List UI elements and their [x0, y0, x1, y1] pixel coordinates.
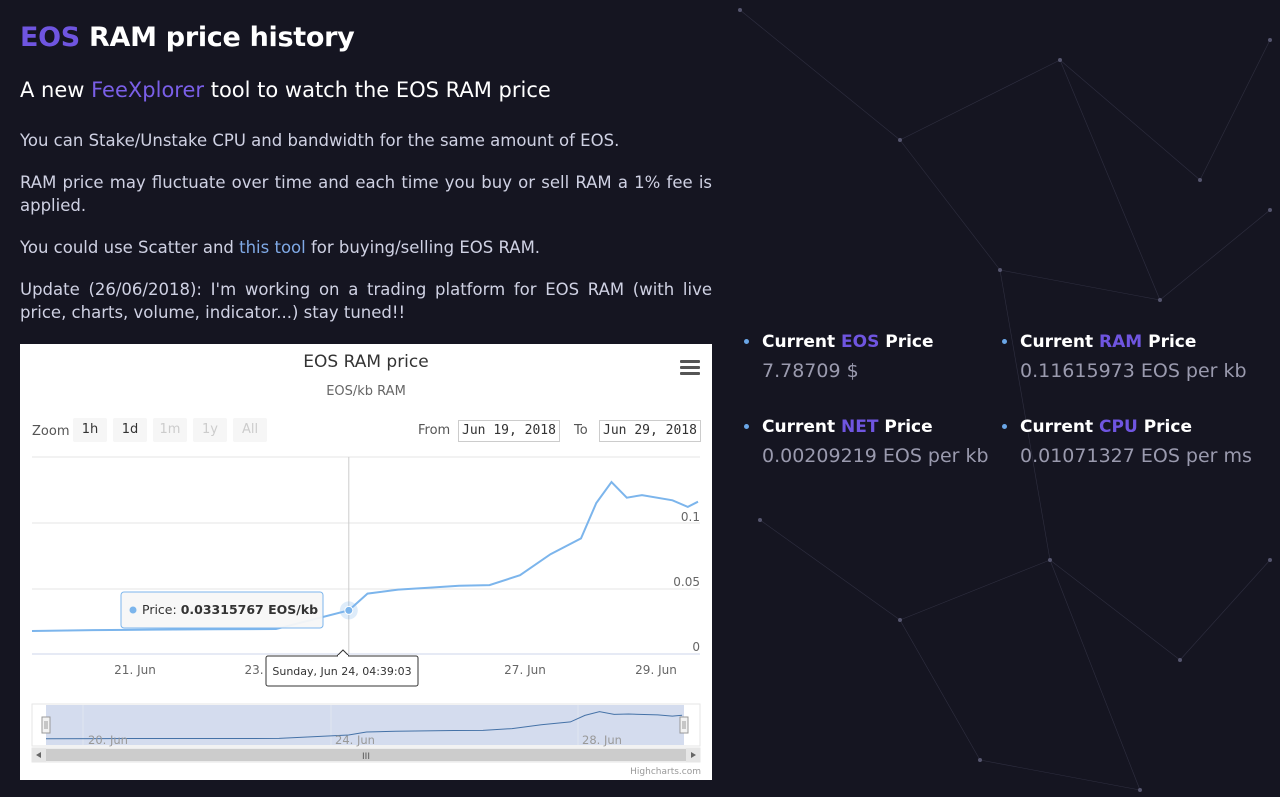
- paragraph-fee: RAM price may fluctuate over time and ea…: [20, 173, 712, 215]
- navigator-tick-label: 20. Jun: [88, 733, 128, 747]
- stat-ram-price: Current RAM Price 0.11615973 EOS per kb: [1002, 332, 1247, 382]
- y-tick-label: 0.05: [673, 575, 700, 589]
- navigator-tick-label: 28. Jun: [582, 733, 622, 747]
- feexplorer-link[interactable]: FeeXplorer: [91, 78, 205, 102]
- scrollbar[interactable]: III: [31, 747, 701, 763]
- range-button-all[interactable]: All: [233, 418, 267, 442]
- chart-title: EOS RAM price: [303, 352, 429, 372]
- from-label: From: [418, 423, 451, 438]
- stat-value: 0.11615973 EOS per kb: [1020, 360, 1247, 382]
- price-series-line[interactable]: [31, 480, 699, 632]
- hamburger-menu-icon[interactable]: [680, 360, 700, 376]
- crosshair-date-text: Sunday, Jun 24, 04:39:03: [272, 665, 411, 678]
- stat-label: Current CPU Price: [1020, 417, 1252, 437]
- range-button-1m[interactable]: 1m: [153, 418, 187, 442]
- range-button-1y[interactable]: 1y: [193, 418, 227, 442]
- stat-keyword: NET: [841, 417, 879, 437]
- tooltip-label: Price:: [142, 602, 177, 617]
- chart-subtitle: EOS/kb RAM: [326, 384, 406, 399]
- bullet-icon: [1002, 339, 1007, 344]
- bullet-icon: [744, 424, 749, 429]
- to-date-input[interactable]: Jun 29, 2018: [599, 420, 701, 442]
- stat-label: Current NET Price: [762, 417, 989, 437]
- stat-label-after: Price: [1142, 332, 1197, 352]
- range-button-1h[interactable]: 1h: [73, 418, 107, 442]
- highcharts-credit[interactable]: Highcharts.com: [630, 767, 701, 777]
- stat-label: Current RAM Price: [1020, 332, 1247, 352]
- stat-label-before: Current: [1020, 417, 1100, 437]
- stat-cpu-price: Current CPU Price 0.01071327 EOS per ms: [1002, 417, 1252, 467]
- stat-label: Current EOS Price: [762, 332, 934, 352]
- svg-text:Price:0.03315767 EOS/kb: Price: 0.03315767 EOS/kb: [142, 602, 318, 617]
- to-label: To: [574, 423, 588, 438]
- zoom-label: Zoom: [32, 424, 70, 439]
- scrollbar-grip: III: [362, 752, 370, 762]
- hover-point[interactable]: [344, 605, 354, 615]
- stat-keyword: CPU: [1099, 417, 1138, 437]
- scrollbar-thumb[interactable]: [46, 749, 686, 761]
- chevron-left-icon: [36, 752, 41, 758]
- paragraph-stake: You can Stake/Unstake CPU and bandwidth …: [20, 131, 620, 150]
- stat-label-after: Price: [1137, 417, 1192, 437]
- ram-price-chart: EOS RAM price EOS/kb RAM Zoom 1h 1d 1m 1…: [20, 344, 712, 780]
- stat-label-before: Current: [762, 332, 842, 352]
- range-button-1d[interactable]: 1d: [113, 418, 147, 442]
- navigator-left-handle[interactable]: [41, 716, 51, 734]
- stat-keyword: RAM: [1099, 332, 1143, 352]
- this-tool-link[interactable]: this tool: [239, 238, 306, 257]
- chevron-right-icon: [691, 752, 696, 758]
- subtitle-before: A new: [20, 78, 92, 102]
- paragraph-scatter: You could use Scatter and this tool for …: [20, 236, 712, 259]
- page-title: EOS RAM price history: [20, 22, 355, 53]
- navigator-series-line: [45, 711, 683, 740]
- p3-after: for buying/selling EOS RAM.: [305, 238, 541, 257]
- stat-net-price: Current NET Price 0.00209219 EOS per kb: [744, 417, 989, 467]
- chart-plot-area: 0 0.05 0.1 21. Jun 23. 27. Jun 29. Jun P…: [31, 456, 701, 763]
- bullet-icon: [744, 339, 749, 344]
- title-accent: EOS: [20, 22, 80, 53]
- paragraph-update: Update (26/06/2018): I'm working on a tr…: [20, 280, 712, 322]
- stat-value: 0.01071327 EOS per ms: [1020, 445, 1252, 467]
- stat-label-before: Current: [762, 417, 842, 437]
- stat-label-after: Price: [879, 332, 934, 352]
- subtitle-after: tool to watch the EOS RAM price: [204, 78, 551, 102]
- stat-label-after: Price: [878, 417, 933, 437]
- from-date-input[interactable]: Jun 19, 2018: [458, 420, 560, 442]
- x-tick-label: 21. Jun: [114, 663, 156, 677]
- stat-value: 0.00209219 EOS per kb: [762, 445, 989, 467]
- tooltip-value: 0.03315767 EOS/kb: [181, 602, 318, 617]
- stat-eos-price: Current EOS Price 7.78709 $: [744, 332, 934, 382]
- stat-label-before: Current: [1020, 332, 1100, 352]
- title-rest: RAM price history: [79, 22, 355, 53]
- x-tick-label: 27. Jun: [504, 663, 546, 677]
- p3-before: You could use Scatter and: [20, 238, 240, 257]
- y-tick-label: 0.1: [681, 510, 700, 524]
- navigator[interactable]: 20. Jun 24. Jun 28. Jun: [31, 703, 701, 747]
- page-subtitle: A new FeeXplorer tool to watch the EOS R…: [20, 78, 551, 102]
- y-tick-label: 0: [692, 640, 700, 654]
- navigator-tick-label: 24. Jun: [335, 733, 375, 747]
- bullet-icon: [1002, 424, 1007, 429]
- stat-value: 7.78709 $: [762, 360, 859, 382]
- x-tick-label: 29. Jun: [635, 663, 677, 677]
- price-tooltip: Price: 0.03315767 EOS/kb: [120, 591, 324, 629]
- stat-keyword: EOS: [841, 332, 880, 352]
- navigator-right-handle[interactable]: [679, 716, 689, 734]
- x-tick-label: 23.: [244, 663, 263, 677]
- crosshair-date-label: Sunday, Jun 24, 04:39:03: [265, 649, 419, 687]
